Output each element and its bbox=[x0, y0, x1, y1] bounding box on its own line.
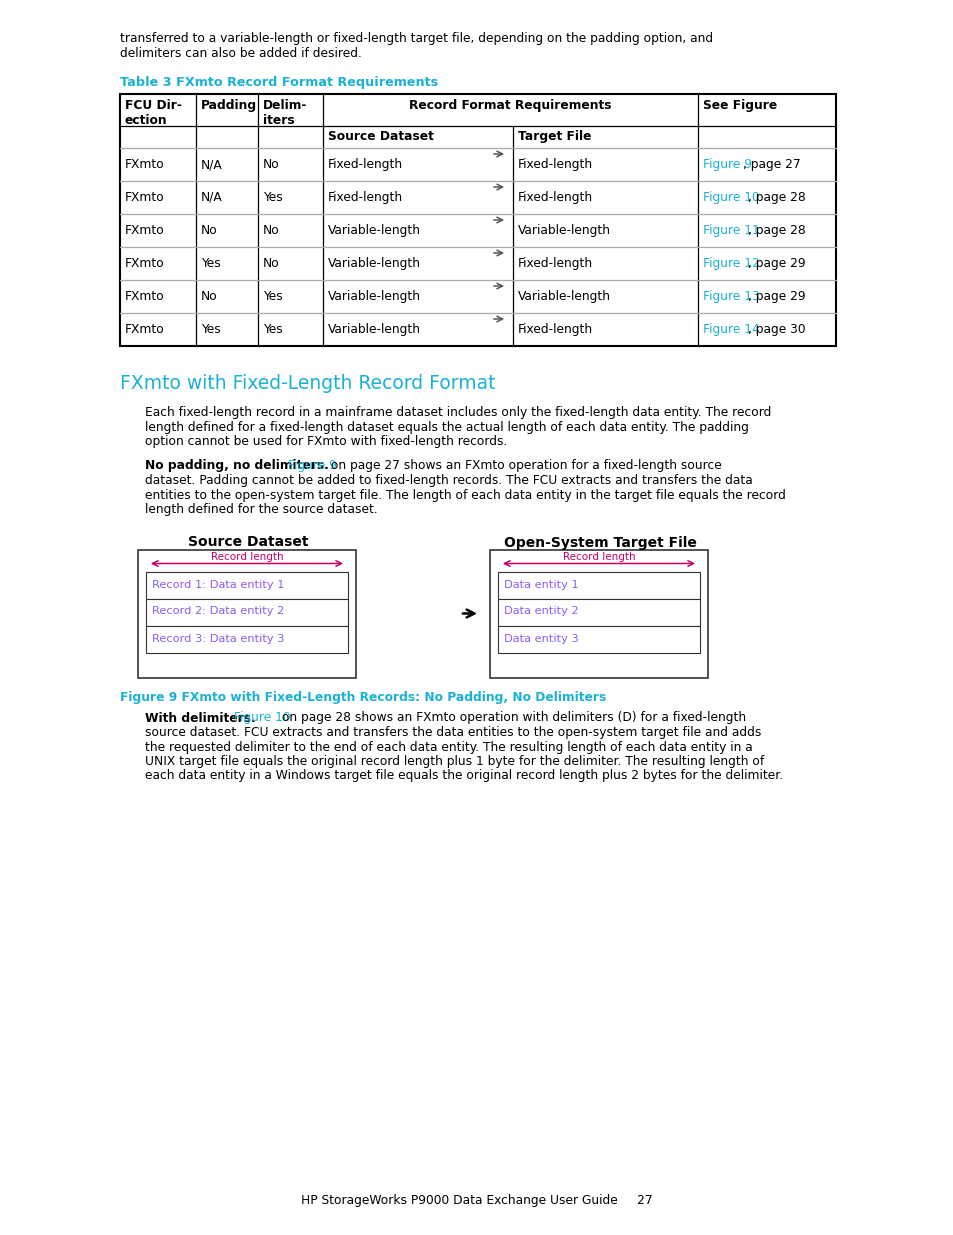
Text: Figure 14: Figure 14 bbox=[702, 324, 759, 336]
Text: FXmto: FXmto bbox=[125, 324, 165, 336]
Text: Variable-length: Variable-length bbox=[328, 224, 420, 237]
Text: Each fixed-length record in a mainframe dataset includes only the fixed-length d: Each fixed-length record in a mainframe … bbox=[145, 406, 771, 419]
Text: Fixed-length: Fixed-length bbox=[517, 158, 593, 170]
Text: Data entity 3: Data entity 3 bbox=[503, 634, 578, 643]
Text: FXmto: FXmto bbox=[125, 191, 165, 204]
Text: Data entity 1: Data entity 1 bbox=[503, 579, 578, 589]
Text: UNIX target file equals the original record length plus 1 byte for the delimiter: UNIX target file equals the original rec… bbox=[145, 755, 763, 768]
Text: delimiters can also be added if desired.: delimiters can also be added if desired. bbox=[120, 47, 361, 61]
Bar bbox=[497, 599, 700, 625]
Bar bbox=[497, 625, 700, 652]
Text: on page 27 shows an FXmto operation for a fixed-length source: on page 27 shows an FXmto operation for … bbox=[327, 459, 721, 473]
Text: Variable-length: Variable-length bbox=[328, 257, 420, 270]
Text: option cannot be used for FXmto with fixed-length records.: option cannot be used for FXmto with fix… bbox=[145, 435, 507, 448]
Bar bbox=[120, 94, 835, 346]
Bar bbox=[138, 550, 355, 678]
Text: Source Dataset: Source Dataset bbox=[328, 130, 434, 143]
Text: Yes: Yes bbox=[263, 191, 282, 204]
Text: Padding: Padding bbox=[201, 99, 257, 112]
Text: Fixed-length: Fixed-length bbox=[328, 191, 403, 204]
Text: Yes: Yes bbox=[201, 324, 220, 336]
Text: Open-System Target File: Open-System Target File bbox=[503, 536, 696, 550]
Text: Figure 11: Figure 11 bbox=[702, 224, 759, 237]
Text: transferred to a variable-length or fixed-length target file, depending on the p: transferred to a variable-length or fixe… bbox=[120, 32, 713, 44]
Text: length defined for the source dataset.: length defined for the source dataset. bbox=[145, 503, 377, 516]
Text: Target File: Target File bbox=[517, 130, 591, 143]
Text: Figure 12: Figure 12 bbox=[702, 257, 759, 270]
Text: Fixed-length: Fixed-length bbox=[328, 158, 403, 170]
Text: No: No bbox=[263, 257, 279, 270]
Text: FCU Dir-
ection: FCU Dir- ection bbox=[125, 99, 182, 127]
Text: Record 1: Data entity 1: Record 1: Data entity 1 bbox=[152, 579, 284, 589]
Text: FXmto: FXmto bbox=[125, 290, 165, 303]
Text: N/A: N/A bbox=[201, 158, 222, 170]
Text: Yes: Yes bbox=[201, 257, 220, 270]
Text: Data entity 2: Data entity 2 bbox=[503, 606, 578, 616]
Text: , page 28: , page 28 bbox=[748, 191, 805, 204]
Text: FXmto with Fixed-Length Record Format: FXmto with Fixed-Length Record Format bbox=[120, 374, 495, 393]
Text: Figure 9 FXmto with Fixed-Length Records: No Padding, No Delimiters: Figure 9 FXmto with Fixed-Length Records… bbox=[120, 692, 605, 704]
Text: Table 3 FXmto Record Format Requirements: Table 3 FXmto Record Format Requirements bbox=[120, 77, 437, 89]
Text: No: No bbox=[201, 224, 217, 237]
Text: dataset. Padding cannot be added to fixed-length records. The FCU extracts and t: dataset. Padding cannot be added to fixe… bbox=[145, 474, 752, 487]
Text: FXmto: FXmto bbox=[125, 224, 165, 237]
Text: entities to the open-system target file. The length of each data entity in the t: entities to the open-system target file.… bbox=[145, 489, 785, 501]
Text: on page 28 shows an FXmto operation with delimiters (D) for a fixed-length: on page 28 shows an FXmto operation with… bbox=[278, 711, 745, 725]
Text: No: No bbox=[263, 158, 279, 170]
Text: , page 29: , page 29 bbox=[748, 290, 805, 303]
Text: Yes: Yes bbox=[263, 290, 282, 303]
Text: No: No bbox=[263, 224, 279, 237]
Text: Delim-
iters: Delim- iters bbox=[263, 99, 307, 127]
Text: Variable-length: Variable-length bbox=[517, 290, 610, 303]
Bar bbox=[146, 625, 348, 652]
Text: No: No bbox=[201, 290, 217, 303]
Text: Variable-length: Variable-length bbox=[328, 324, 420, 336]
Text: FXmto: FXmto bbox=[125, 257, 165, 270]
Text: source dataset. FCU extracts and transfers the data entities to the open-system : source dataset. FCU extracts and transfe… bbox=[145, 726, 760, 739]
Text: Yes: Yes bbox=[263, 324, 282, 336]
Text: each data entity in a Windows target file equals the original record length plus: each data entity in a Windows target fil… bbox=[145, 769, 782, 783]
Text: Record length: Record length bbox=[562, 552, 635, 562]
Text: Record 2: Data entity 2: Record 2: Data entity 2 bbox=[152, 606, 284, 616]
Text: Figure 9: Figure 9 bbox=[702, 158, 751, 170]
Bar bbox=[497, 572, 700, 599]
Text: With delimiters.: With delimiters. bbox=[145, 711, 255, 725]
Text: Figure 13: Figure 13 bbox=[702, 290, 759, 303]
Text: Variable-length: Variable-length bbox=[328, 290, 420, 303]
Text: Figure 10: Figure 10 bbox=[230, 711, 291, 725]
Text: , page 27: , page 27 bbox=[742, 158, 801, 170]
Text: Fixed-length: Fixed-length bbox=[517, 191, 593, 204]
Text: HP StorageWorks P9000 Data Exchange User Guide     27: HP StorageWorks P9000 Data Exchange User… bbox=[301, 1194, 652, 1207]
Text: Record Format Requirements: Record Format Requirements bbox=[409, 99, 611, 112]
Text: , page 28: , page 28 bbox=[748, 224, 805, 237]
Bar bbox=[146, 572, 348, 599]
Text: FXmto: FXmto bbox=[125, 158, 165, 170]
Text: Record 3: Data entity 3: Record 3: Data entity 3 bbox=[152, 634, 284, 643]
Text: Source Dataset: Source Dataset bbox=[188, 536, 308, 550]
Text: , page 30: , page 30 bbox=[748, 324, 805, 336]
Text: Figure 10: Figure 10 bbox=[702, 191, 759, 204]
Text: Fixed-length: Fixed-length bbox=[517, 324, 593, 336]
Text: Record length: Record length bbox=[211, 552, 283, 562]
Bar bbox=[146, 599, 348, 625]
Bar bbox=[490, 550, 707, 678]
Text: N/A: N/A bbox=[201, 191, 222, 204]
Text: length defined for a fixed-length dataset equals the actual length of each data : length defined for a fixed-length datase… bbox=[145, 420, 748, 433]
Text: Figure 9: Figure 9 bbox=[284, 459, 337, 473]
Text: , page 29: , page 29 bbox=[748, 257, 805, 270]
Text: the requested delimiter to the end of each data entity. The resulting length of : the requested delimiter to the end of ea… bbox=[145, 741, 752, 753]
Text: No padding, no delimiters.: No padding, no delimiters. bbox=[145, 459, 329, 473]
Text: Fixed-length: Fixed-length bbox=[517, 257, 593, 270]
Text: See Figure: See Figure bbox=[702, 99, 777, 112]
Text: Variable-length: Variable-length bbox=[517, 224, 610, 237]
